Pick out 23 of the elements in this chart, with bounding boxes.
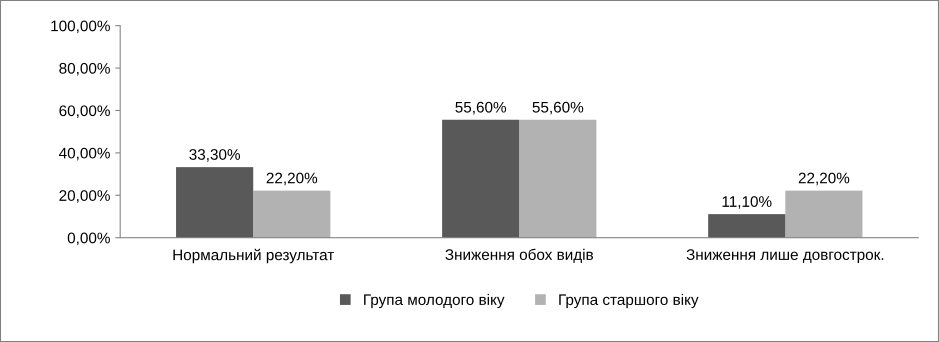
bar	[442, 120, 520, 238]
legend-label: Група молодого віку	[364, 294, 505, 308]
y-tick-label: 0,00%	[68, 232, 110, 246]
x-tick-label: Зниження обох видів	[445, 248, 594, 263]
data-label: 33,30%	[189, 149, 240, 162]
bar	[519, 120, 596, 238]
bar	[708, 214, 786, 238]
data-label: 22,20%	[266, 172, 318, 186]
x-tick-label: Зниження лише довгострок.	[686, 249, 884, 264]
data-label: 11,10%	[722, 196, 772, 209]
legend-label: Група старшого віку	[559, 294, 699, 308]
y-tick-label: 100,00%	[51, 20, 110, 34]
x-tick-label: Нормальний результат	[173, 248, 334, 264]
data-label: 22,20%	[798, 172, 850, 186]
bar	[785, 190, 862, 238]
bar	[176, 167, 254, 238]
y-tick-label: 20,00%	[59, 190, 110, 203]
y-tick-label: 80,00%	[59, 62, 110, 76]
bar	[253, 190, 330, 238]
y-tick-label: 60,00%	[59, 105, 110, 118]
data-label: 55,60%	[455, 102, 506, 114]
data-label: 55,60%	[532, 102, 584, 114]
y-tick-label: 40,00%	[59, 148, 110, 160]
